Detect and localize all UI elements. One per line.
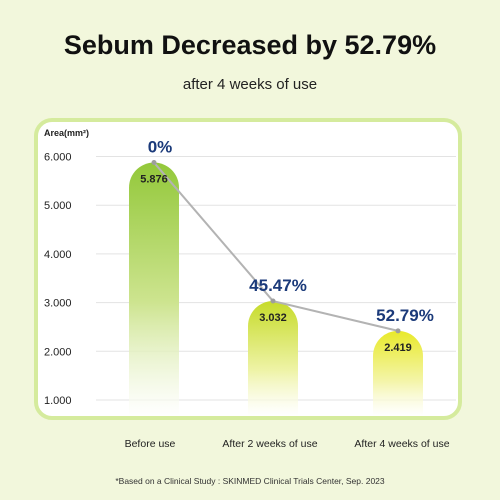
y-tick-label: 2.000 bbox=[44, 346, 72, 358]
x-category-label: Before use bbox=[125, 438, 176, 450]
y-tick-label: 4.000 bbox=[44, 249, 72, 261]
chart-subtitle: after 4 weeks of use bbox=[182, 76, 318, 93]
y-tick-label: 5.000 bbox=[44, 200, 72, 212]
bar bbox=[248, 301, 298, 416]
y-tick-label: 1.000 bbox=[44, 395, 72, 407]
x-category-label: After 4 weeks of use bbox=[354, 438, 449, 450]
footnote: *Based on a Clinical Study : SKINMED Cli… bbox=[115, 476, 385, 486]
bar bbox=[129, 162, 179, 416]
bar-value-label: 3.032 bbox=[259, 312, 287, 324]
bar-value-label: 5.876 bbox=[140, 174, 168, 186]
decrease-percent-label: 52.79% bbox=[376, 306, 434, 325]
bar bbox=[373, 330, 423, 416]
trend-point bbox=[270, 298, 276, 304]
y-tick-label: 6.000 bbox=[44, 152, 72, 164]
y-axis-label: Area(mm²) bbox=[44, 128, 89, 138]
trend-point bbox=[151, 160, 157, 166]
y-tick-label: 3.000 bbox=[44, 298, 72, 310]
trend-point bbox=[395, 328, 401, 334]
x-category-label: After 2 weeks of use bbox=[222, 438, 317, 450]
decrease-percent-label: 45.47% bbox=[249, 276, 307, 295]
bar-value-label: 2.419 bbox=[384, 342, 412, 354]
chart-title: Sebum Decreased by 52.79% bbox=[63, 30, 437, 60]
decrease-percent-label: 0% bbox=[148, 138, 173, 157]
